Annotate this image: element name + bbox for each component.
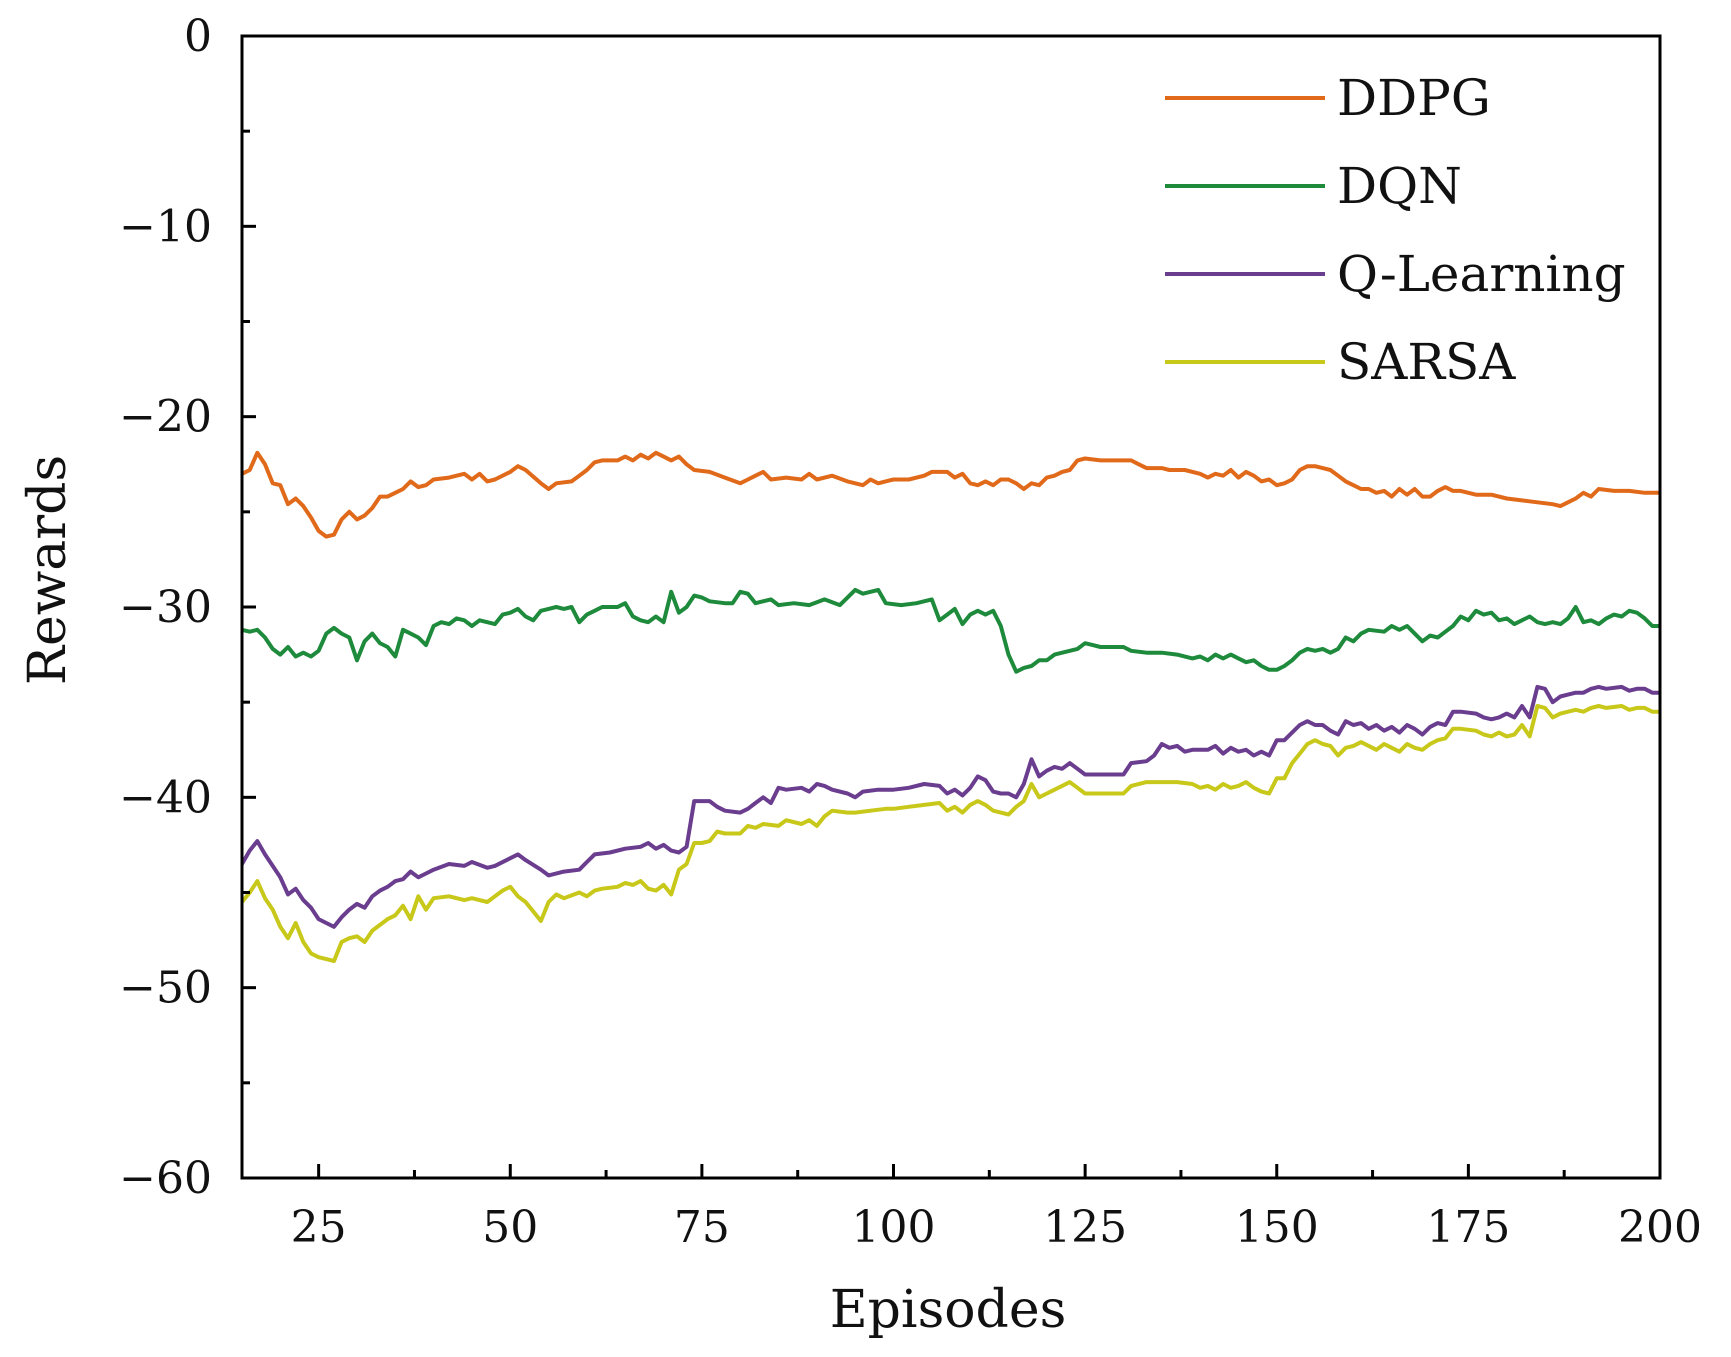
series-group [242, 450, 1660, 963]
axes-layer: 25 50 75 100 125 150 175 200 0 −10 −20 −30 −40 −50 −60 [119, 11, 1702, 1253]
x-tick-label: 25 [291, 1202, 347, 1253]
series-line-q-learning [242, 684, 1660, 929]
x-tick-label: 175 [1426, 1202, 1510, 1253]
x-tick-label: 75 [674, 1202, 730, 1253]
legend: DDPG DQN Q-Learning SARSA [1165, 69, 1626, 391]
x-tick-label: 50 [482, 1202, 538, 1253]
y-tick-label: −20 [119, 392, 212, 443]
x-tick-label: 125 [1043, 1202, 1127, 1253]
x-tick-label: 100 [852, 1202, 936, 1253]
y-tick-label: 0 [184, 11, 212, 62]
legend-label-q-learning: Q-Learning [1337, 245, 1626, 303]
y-tick-label: −10 [119, 201, 212, 252]
x-tick-label: 200 [1618, 1202, 1702, 1253]
y-axis-title: Rewards [18, 455, 78, 685]
series-layer [242, 450, 1660, 963]
series-line-sarsa [242, 704, 1660, 963]
legend-label-ddpg: DDPG [1337, 69, 1491, 127]
series-line-ddpg [242, 450, 1660, 539]
y-tick-label: −60 [119, 1153, 212, 1204]
legend-label-sarsa: SARSA [1337, 333, 1516, 391]
y-tick-label: −50 [119, 963, 212, 1014]
x-axis-title: Episodes [830, 1280, 1067, 1340]
x-tick-label: 150 [1235, 1202, 1319, 1253]
y-tick-label: −40 [119, 772, 212, 823]
y-tick-label: −30 [119, 582, 212, 633]
legend-label-dqn: DQN [1337, 157, 1462, 215]
series-line-dqn [242, 587, 1660, 674]
